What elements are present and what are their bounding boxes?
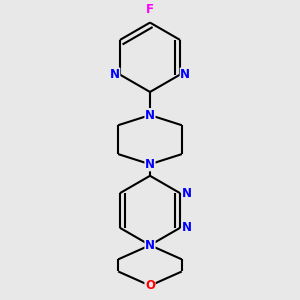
Text: N: N	[182, 221, 192, 234]
Text: F: F	[146, 3, 154, 16]
Text: N: N	[145, 158, 155, 171]
Text: N: N	[180, 68, 190, 81]
Text: N: N	[145, 109, 155, 122]
Text: O: O	[145, 279, 155, 292]
Text: N: N	[145, 239, 155, 252]
Text: N: N	[182, 187, 192, 200]
Text: N: N	[110, 68, 120, 81]
